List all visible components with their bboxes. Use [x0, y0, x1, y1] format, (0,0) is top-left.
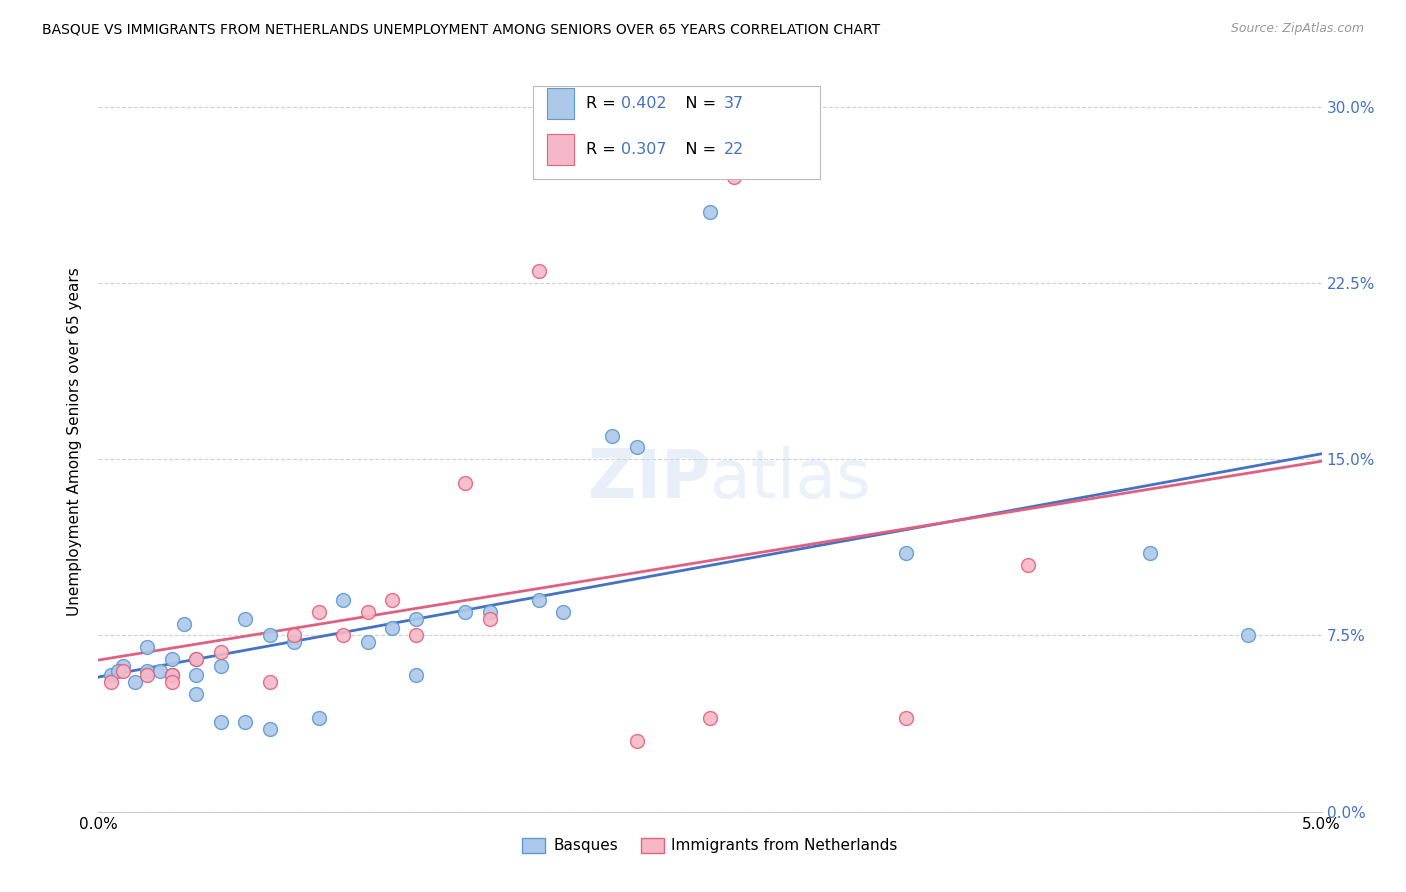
Text: R =: R = [586, 143, 621, 157]
Point [160, 652, 183, 666]
Point [186, 668, 208, 682]
Text: ZIP: ZIP [588, 446, 710, 511]
Point [626, 441, 648, 455]
Bar [547, 135, 574, 165]
Point [283, 628, 305, 642]
Point [100, 668, 122, 682]
Text: 22: 22 [724, 143, 744, 157]
Point [527, 593, 550, 607]
Point [209, 645, 232, 659]
Point [308, 711, 330, 725]
Point [111, 664, 134, 678]
Point [894, 546, 917, 560]
Point [233, 715, 256, 730]
Point [356, 605, 378, 619]
Point [111, 659, 134, 673]
Point [478, 605, 501, 619]
Text: atlas: atlas [710, 446, 870, 511]
Point [381, 621, 404, 635]
Point [259, 723, 281, 737]
Text: N =: N = [669, 143, 721, 157]
Point [186, 652, 208, 666]
Point [283, 635, 305, 649]
Point [478, 612, 501, 626]
Point [1017, 558, 1039, 572]
Point [149, 664, 172, 678]
Bar [533, 87, 820, 178]
Point [308, 605, 330, 619]
Text: 37: 37 [724, 96, 744, 112]
Point [209, 659, 232, 673]
Point [332, 628, 354, 642]
Point [527, 264, 550, 278]
Point [381, 593, 404, 607]
Point [553, 605, 575, 619]
Text: N =: N = [669, 96, 721, 112]
Text: Source: ZipAtlas.com: Source: ZipAtlas.com [1230, 22, 1364, 36]
Text: R =: R = [586, 96, 621, 112]
Point [405, 668, 427, 682]
Y-axis label: Unemployment Among Seniors over 65 years: Unemployment Among Seniors over 65 years [67, 268, 83, 615]
Point [356, 635, 378, 649]
Text: 0.402: 0.402 [620, 96, 666, 112]
Bar [547, 88, 574, 120]
Point [160, 675, 183, 690]
Point [173, 616, 195, 631]
Text: BASQUE VS IMMIGRANTS FROM NETHERLANDS UNEMPLOYMENT AMONG SENIORS OVER 65 YEARS C: BASQUE VS IMMIGRANTS FROM NETHERLANDS UN… [42, 22, 880, 37]
Point [259, 675, 281, 690]
Point [600, 428, 623, 442]
Point [233, 612, 256, 626]
Point [209, 715, 232, 730]
Point [160, 668, 183, 682]
Point [100, 675, 122, 690]
Point [626, 734, 648, 748]
Point [160, 668, 183, 682]
Point [699, 205, 721, 219]
Point [894, 711, 917, 725]
Point [699, 711, 721, 725]
Point [136, 640, 159, 655]
Point [454, 475, 477, 490]
Point [124, 675, 146, 690]
Point [405, 612, 427, 626]
Point [405, 628, 427, 642]
Point [136, 668, 159, 682]
Point [136, 664, 159, 678]
Point [1237, 628, 1260, 642]
Text: 0.307: 0.307 [620, 143, 666, 157]
Point [259, 628, 281, 642]
Point [186, 652, 208, 666]
Point [186, 687, 208, 701]
Point [1139, 546, 1161, 560]
Point [160, 668, 183, 682]
Point [454, 605, 477, 619]
Point [723, 170, 745, 185]
Point [107, 664, 129, 678]
Legend: Basques, Immigrants from Netherlands: Basques, Immigrants from Netherlands [516, 831, 904, 860]
Point [332, 593, 354, 607]
